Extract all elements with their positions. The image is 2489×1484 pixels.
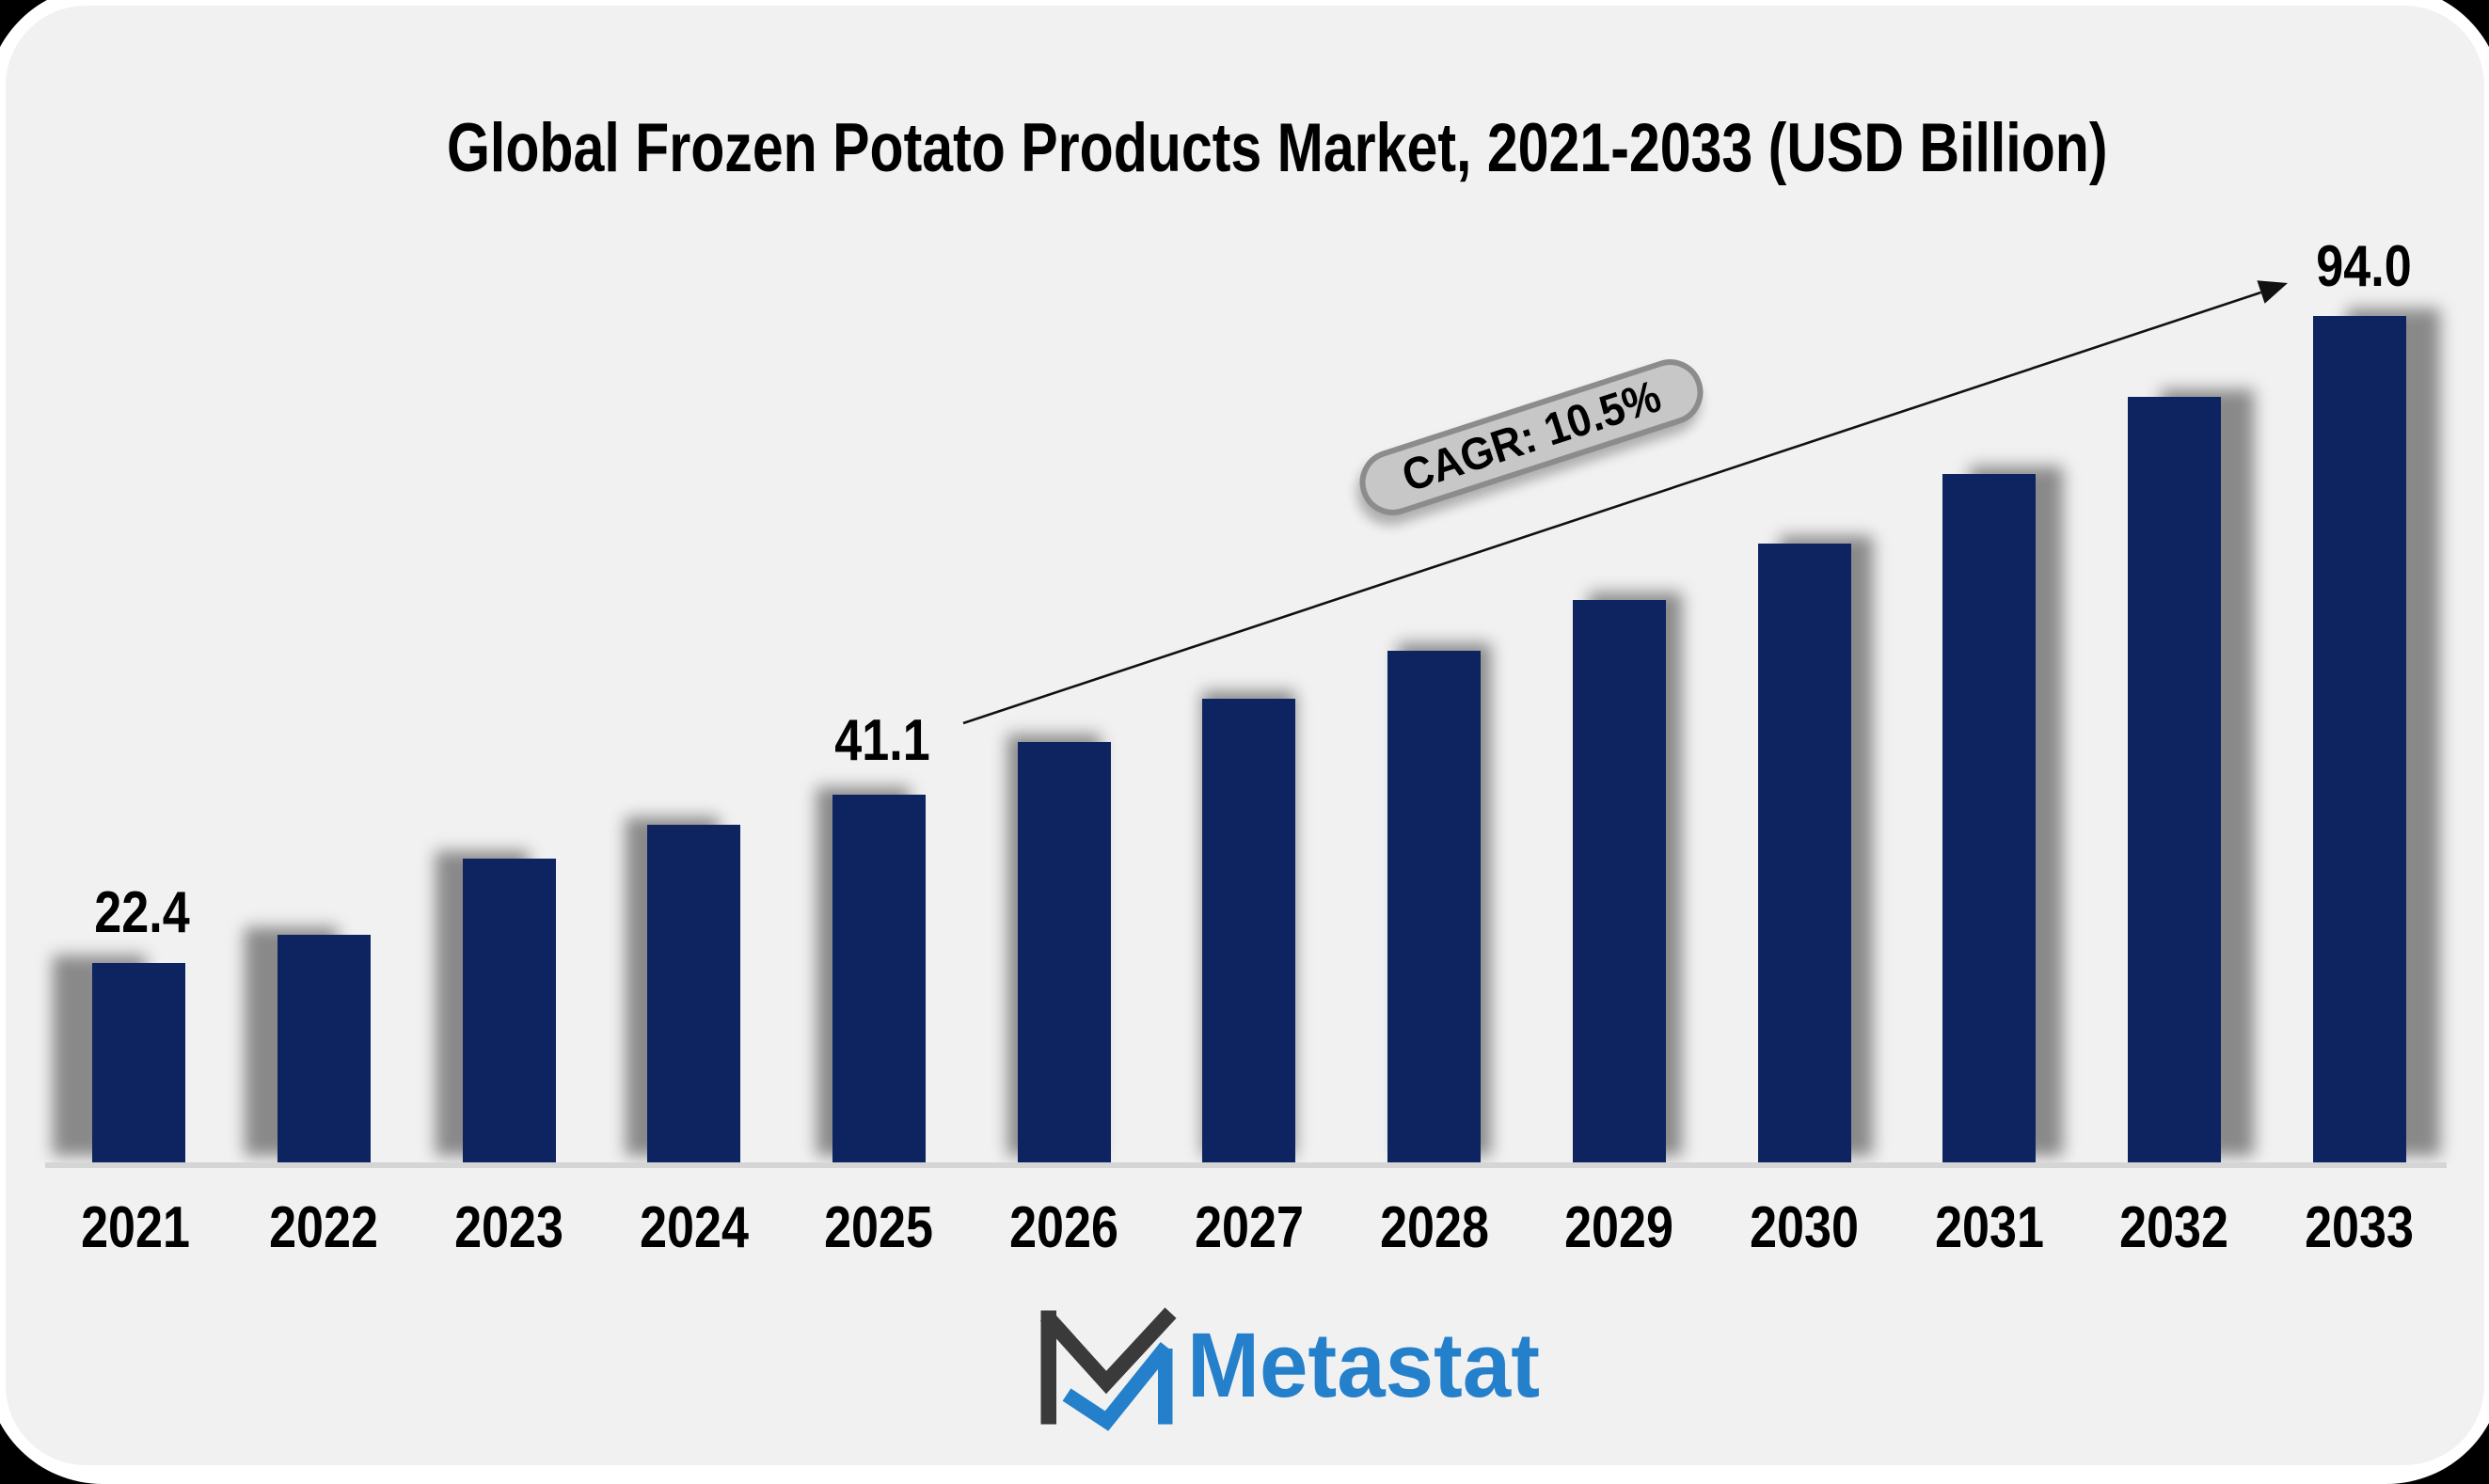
svg-text:Metastat: Metastat	[1187, 1314, 1540, 1416]
